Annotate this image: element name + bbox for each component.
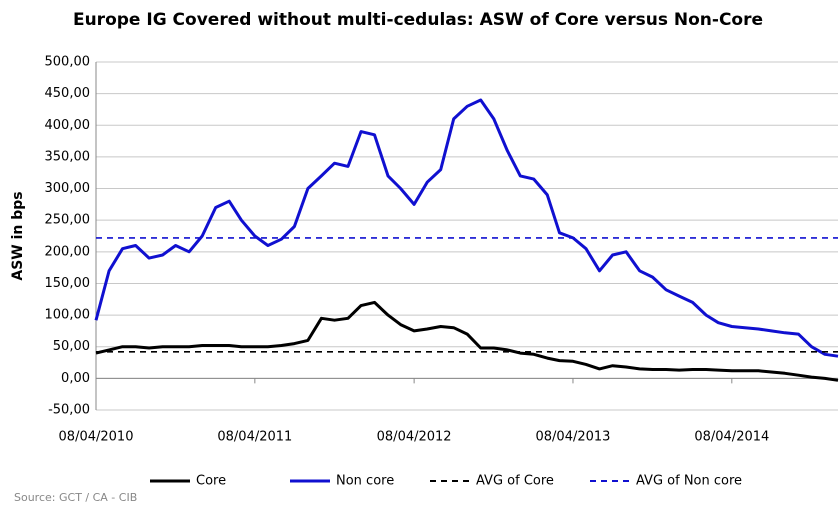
series-line — [95, 300, 839, 382]
legend-label: AVG of Non core — [636, 474, 742, 489]
chart-title: Europe IG Covered without multi-cedulas:… — [73, 10, 763, 30]
x-tick-label: 08/04/2013 — [536, 430, 611, 445]
y-tick-label: 500,00 — [45, 55, 91, 70]
y-tick-label: 150,00 — [45, 276, 91, 291]
y-tick-label: 400,00 — [45, 118, 91, 133]
y-tick-label: 450,00 — [45, 86, 91, 101]
legend-label: Core — [196, 474, 226, 489]
legend-label: Non core — [336, 474, 394, 489]
series-line — [94, 98, 839, 358]
y-tick-label: 250,00 — [45, 213, 91, 228]
x-tick-label: 08/04/2012 — [377, 430, 452, 445]
legend-label: AVG of Core — [476, 474, 554, 489]
y-tick-label: -50,00 — [48, 403, 90, 418]
y-tick-label: 0,00 — [61, 371, 90, 386]
y-tick-label: 100,00 — [45, 308, 91, 323]
x-tick-label: 08/04/2010 — [59, 430, 134, 445]
y-tick-label: 200,00 — [45, 244, 91, 259]
y-axis-label: ASW in bps — [10, 191, 26, 280]
source-note: Source: GCT / CA - CIB — [14, 491, 137, 504]
y-tick-label: 300,00 — [45, 181, 91, 196]
x-tick-label: 08/04/2011 — [217, 430, 292, 445]
y-tick-label: 50,00 — [53, 339, 90, 354]
x-tick-label: 08/04/2014 — [694, 430, 769, 445]
y-tick-label: 350,00 — [45, 149, 91, 164]
